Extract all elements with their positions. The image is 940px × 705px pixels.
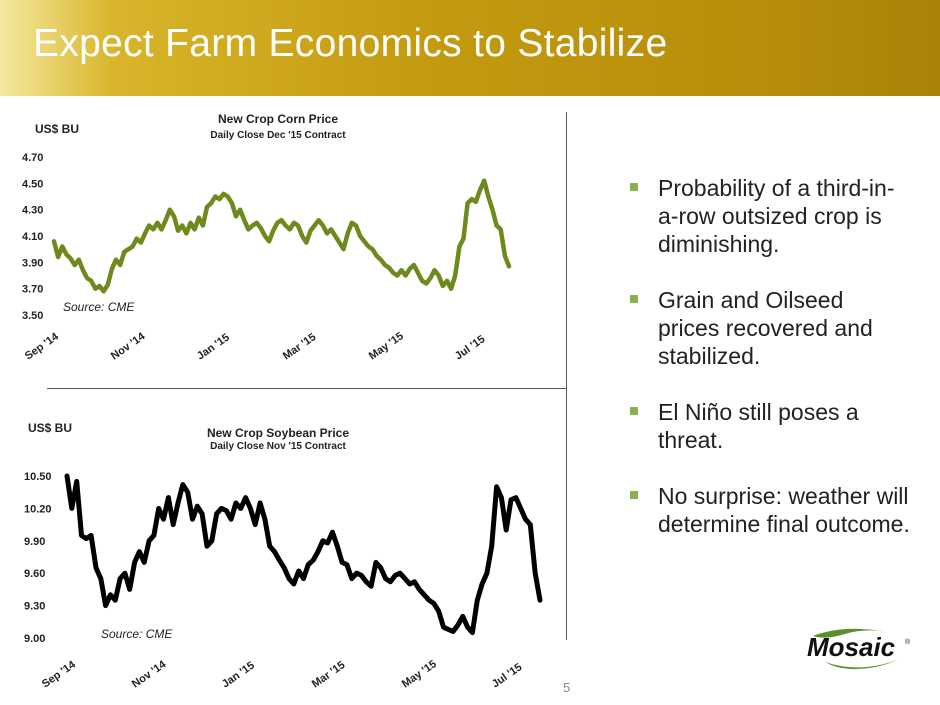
- corn-y-tick-label: 4.70: [22, 152, 43, 164]
- slide-title: Expect Farm Economics to Stabilize: [33, 22, 668, 65]
- bullet-text: Probability of a third-in-a-row outsized…: [658, 175, 895, 257]
- soy-x-tick-label: Sep '14: [40, 658, 79, 690]
- bullet-square-icon: [630, 491, 638, 499]
- soy-x-tick-label: Jul '15: [490, 661, 525, 690]
- soy-x-tick-label: May '15: [400, 658, 439, 690]
- corn-y-tick-label: 3.50: [22, 310, 43, 322]
- corn-price-line: [51, 178, 512, 294]
- title-banner: Expect Farm Economics to Stabilize: [0, 0, 940, 96]
- corn-y-tick-label: 4.30: [22, 205, 43, 217]
- soybean-price-chart: New Crop Soybean Price Daily Close Nov '…: [24, 421, 543, 691]
- bullet-item: El Niño still poses a threat.: [630, 398, 910, 454]
- soy-y-tick-label: 9.90: [24, 536, 45, 548]
- soybean-price-line: [64, 473, 543, 636]
- corn-price-chart: New Crop Corn Price Daily Close Dec '15 …: [22, 112, 512, 362]
- corn-chart-title: New Crop Corn Price: [218, 112, 338, 126]
- corn-source-note: Source: CME: [63, 300, 135, 314]
- corn-y-tick-label: 4.50: [22, 178, 43, 190]
- bullet-square-icon: [630, 295, 638, 303]
- page-number: 5: [563, 680, 571, 695]
- corn-y-unit-label: US$ BU: [35, 122, 79, 136]
- bullet-item: No surprise: weather will determine fina…: [630, 482, 910, 538]
- corn-y-ticks: 4.70 4.50 4.30 4.10 3.90 3.70 3.50: [22, 152, 43, 322]
- soy-x-ticks: Sep '14 Nov '14 Jan '15 Mar '15 May '15 Jul '…: [40, 658, 525, 691]
- soy-chart-subtitle: Daily Close Nov '15 Contract: [210, 441, 346, 452]
- logo-swoosh: [825, 660, 897, 670]
- soy-y-tick-label: 9.30: [24, 601, 45, 613]
- logo-leaf-shape: [813, 628, 885, 638]
- bullet-text: No surprise: weather will determine fina…: [658, 483, 910, 537]
- bullet-square-icon: [630, 183, 638, 191]
- soy-y-tick-label: 9.00: [24, 633, 45, 645]
- soy-y-tick-label: 10.20: [24, 503, 52, 515]
- corn-y-tick-label: 4.10: [22, 231, 43, 243]
- corn-y-tick-label: 3.70: [22, 284, 43, 296]
- horizontal-divider: [47, 388, 567, 389]
- soy-x-tick-label: Mar '15: [310, 659, 348, 690]
- soy-y-unit-label: US$ BU: [28, 421, 72, 435]
- vertical-divider: [566, 112, 567, 640]
- bullet-text: El Niño still poses a threat.: [658, 399, 859, 453]
- bullet-item: Grain and Oilseed prices recovered and s…: [630, 286, 910, 370]
- soy-source-note: Source: CME: [101, 627, 173, 641]
- corn-chart-subtitle: Daily Close Dec '15 Contract: [210, 130, 346, 141]
- soy-chart-title: New Crop Soybean Price: [207, 426, 349, 440]
- bullet-text: Grain and Oilseed prices recovered and s…: [658, 287, 873, 369]
- mosaic-logo: Mosaic ®: [807, 628, 911, 670]
- bullet-item: Probability of a third-in-a-row outsized…: [630, 174, 910, 258]
- logo-registered-mark: ®: [905, 638, 911, 646]
- soy-y-tick-label: 9.60: [24, 568, 45, 580]
- soy-x-tick-label: Jan '15: [220, 659, 257, 690]
- bullet-square-icon: [630, 407, 638, 415]
- corn-y-tick-label: 3.90: [22, 257, 43, 269]
- soy-y-tick-label: 10.50: [24, 471, 52, 483]
- soy-y-ticks: 10.50 10.20 9.90 9.60 9.30 9.00: [24, 471, 52, 645]
- soy-x-tick-label: Nov '14: [130, 658, 169, 691]
- bullet-list: Probability of a third-in-a-row outsized…: [630, 174, 910, 566]
- logo-wordmark: Mosaic: [807, 632, 896, 662]
